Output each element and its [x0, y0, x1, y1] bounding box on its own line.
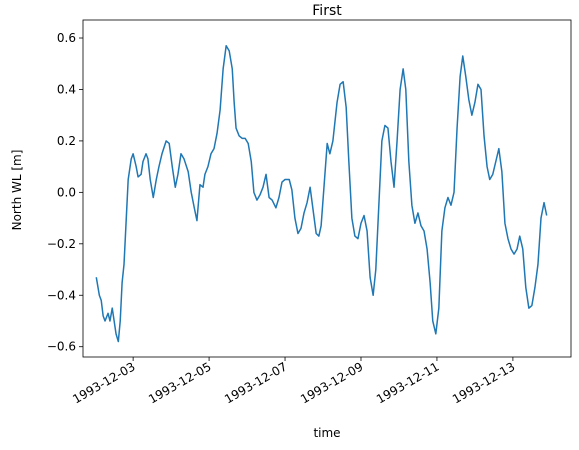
chart-title: First [312, 3, 342, 19]
y-tick-label: 0.2 [57, 134, 76, 148]
y-tick-label: 0.0 [57, 185, 76, 199]
y-tick-label: −0.2 [47, 237, 76, 251]
x-axis-label: time [313, 426, 340, 440]
y-tick-label: −0.6 [47, 340, 76, 354]
y-tick-label: 0.6 [57, 31, 76, 45]
plot-frame [82, 19, 572, 358]
y-tick-label: 0.4 [57, 82, 76, 96]
y-axis-label: North WL [m] [10, 150, 24, 231]
line [95, 44, 548, 343]
y-tick-label: −0.4 [47, 288, 76, 302]
